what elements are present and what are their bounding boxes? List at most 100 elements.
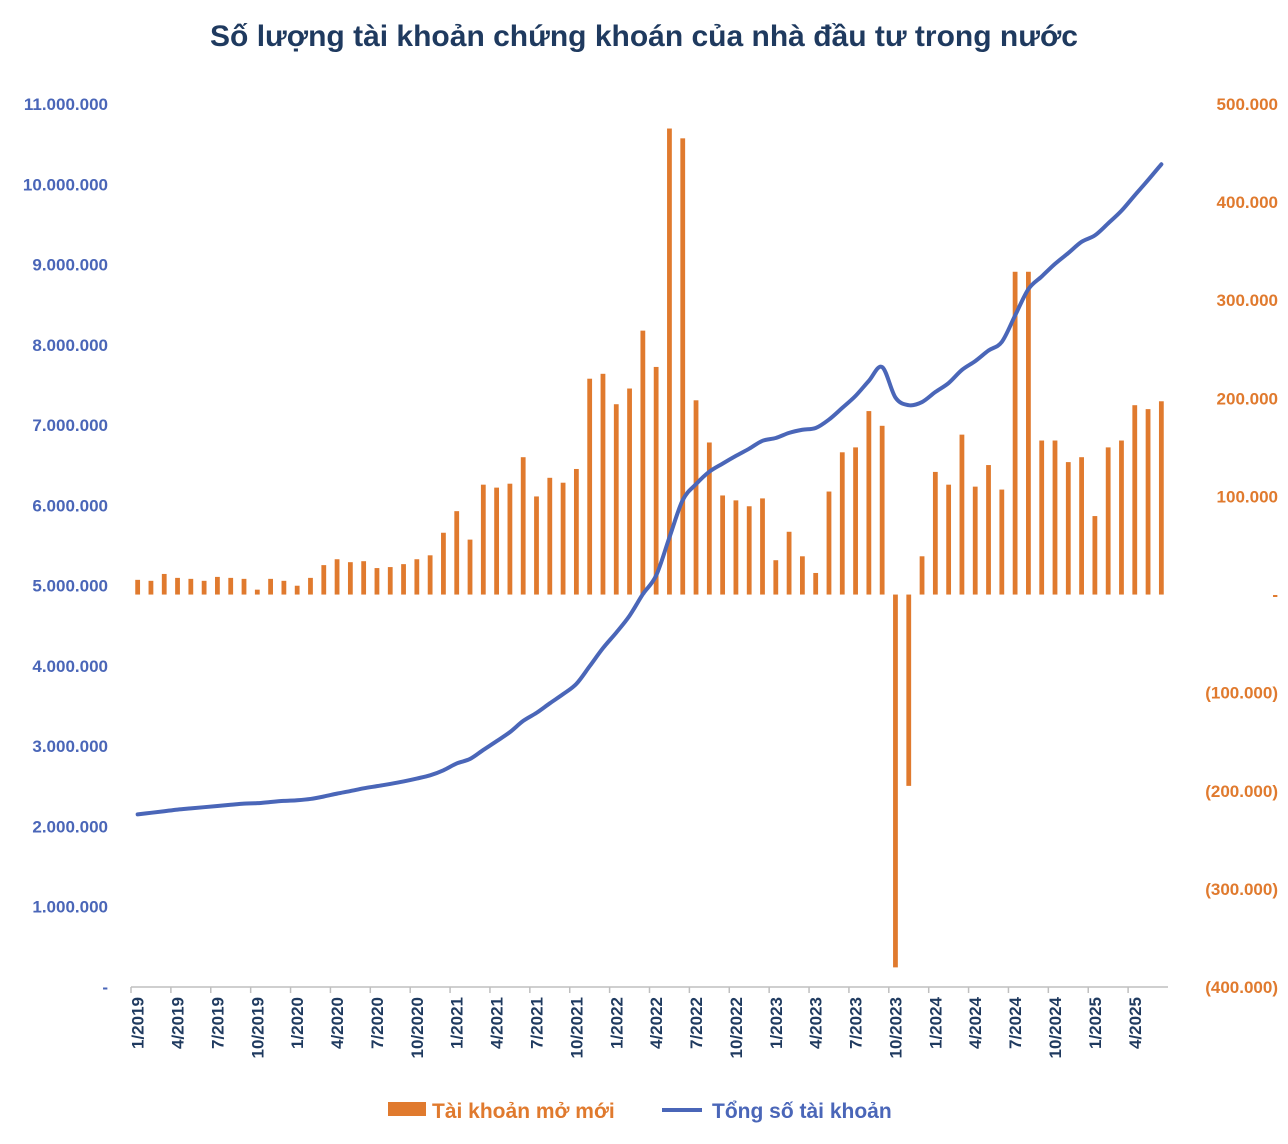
bar <box>347 562 353 595</box>
bar <box>254 589 260 595</box>
x-tick-label: 1/2022 <box>607 997 626 1049</box>
bar <box>600 373 606 595</box>
x-tick-label: 10/2022 <box>727 997 746 1058</box>
y-left-tick-label: 2.000.000 <box>32 817 108 836</box>
chart-title: Số lượng tài khoản chứng khoán của nhà đ… <box>210 20 1078 53</box>
bar <box>786 531 792 595</box>
bar <box>414 559 420 595</box>
bar <box>281 580 287 595</box>
bar <box>573 468 579 595</box>
bar <box>1079 457 1084 595</box>
bar <box>999 489 1005 595</box>
bar <box>1145 409 1151 595</box>
bar <box>1132 405 1138 595</box>
bar <box>401 564 406 595</box>
bar <box>268 578 273 595</box>
bar <box>866 411 872 595</box>
x-axis-ticks: 1/2019 4/2019 7/2019 10/2019 1/2020 4/2020 7/2… <box>129 987 1145 1058</box>
bar <box>1065 462 1071 595</box>
bar <box>507 483 513 595</box>
y-right-tick-label: 300.000 <box>1217 291 1278 310</box>
bar <box>560 482 566 595</box>
bar <box>1119 440 1124 595</box>
x-tick-label: 7/2019 <box>208 997 227 1049</box>
x-tick-label: 4/2024 <box>966 996 985 1049</box>
legend-label-new-accounts: Tài khoản mở mới <box>432 1100 615 1123</box>
bar <box>906 594 912 786</box>
x-tick-label: 1/2024 <box>926 996 945 1049</box>
bar <box>667 128 672 595</box>
y-left-tick-label: 5.000.000 <box>32 577 108 596</box>
legend-swatch-bar <box>388 1102 426 1116</box>
bar <box>148 580 154 595</box>
bar <box>1026 271 1031 595</box>
bar <box>733 500 739 595</box>
bar <box>294 585 300 595</box>
x-tick-label: 1/2019 <box>129 997 148 1049</box>
bar <box>693 400 699 595</box>
y-right-tick-label: (400.000) <box>1205 978 1278 997</box>
x-tick-label: 4/2023 <box>807 997 826 1049</box>
bar <box>547 477 553 595</box>
x-tick-label: 4/2022 <box>647 997 666 1049</box>
bar <box>427 555 433 595</box>
x-tick-label: 10/2021 <box>567 997 586 1058</box>
bar <box>215 576 220 595</box>
y-right-tick-label: - <box>1272 586 1278 605</box>
x-tick-label: 10/2020 <box>408 997 427 1058</box>
x-tick-label: 4/2019 <box>169 997 188 1049</box>
bar <box>946 484 952 595</box>
bar <box>773 560 779 595</box>
bar <box>387 567 393 595</box>
bar <box>640 330 646 595</box>
y-left-tick-label: 1.000.000 <box>32 898 108 917</box>
y-left-tick-label: 7.000.000 <box>32 416 108 435</box>
y-right-tick-label: 200.000 <box>1217 389 1278 408</box>
y-left-tick-label: - <box>102 978 108 997</box>
bar <box>161 573 167 595</box>
x-tick-label: 1/2023 <box>767 997 786 1049</box>
x-tick-label: 7/2022 <box>687 997 706 1049</box>
bar <box>1052 440 1058 595</box>
bar <box>1092 516 1098 595</box>
x-tick-label: 4/2025 <box>1126 997 1145 1049</box>
bar <box>241 578 247 595</box>
x-tick-label: 1/2025 <box>1086 997 1105 1049</box>
bar <box>587 378 593 595</box>
bar <box>467 539 473 595</box>
x-tick-label: 10/2019 <box>248 997 267 1058</box>
bar <box>919 556 925 595</box>
bar <box>480 484 486 595</box>
x-tick-label: 10/2023 <box>886 997 905 1058</box>
bar <box>374 568 380 595</box>
y-left-tick-label: 10.000.000 <box>23 175 108 194</box>
y-right-tick-label: 400.000 <box>1217 193 1278 212</box>
y-left-tick-label: 4.000.000 <box>32 657 108 676</box>
bar <box>454 511 460 595</box>
bar <box>228 577 234 595</box>
y-right-tick-label: (100.000) <box>1205 684 1278 703</box>
y-right-tick-label: 500.000 <box>1217 95 1278 114</box>
bar <box>826 491 832 595</box>
bar <box>720 495 726 595</box>
bar <box>959 434 965 595</box>
bar <box>613 404 619 595</box>
legend: Tài khoản mở mới Tổng số tài khoản <box>388 1100 892 1123</box>
bar <box>1105 447 1111 595</box>
x-tick-label: 7/2020 <box>368 997 387 1049</box>
y-left-tick-label: 9.000.000 <box>32 256 108 275</box>
bar <box>135 579 141 595</box>
bar <box>972 486 978 595</box>
bar <box>175 577 180 595</box>
bar <box>321 565 327 595</box>
x-tick-label: 7/2024 <box>1006 996 1025 1049</box>
bar <box>520 457 526 595</box>
y-axis-left-ticks: - 1.000.000 2.000.000 3.000.000 4.000.000 5.0… <box>23 95 108 997</box>
bar <box>893 594 898 968</box>
bar <box>653 366 659 595</box>
bar <box>1039 440 1045 595</box>
bar <box>813 572 819 595</box>
total-accounts-line <box>135 162 1164 817</box>
bar <box>932 471 938 595</box>
